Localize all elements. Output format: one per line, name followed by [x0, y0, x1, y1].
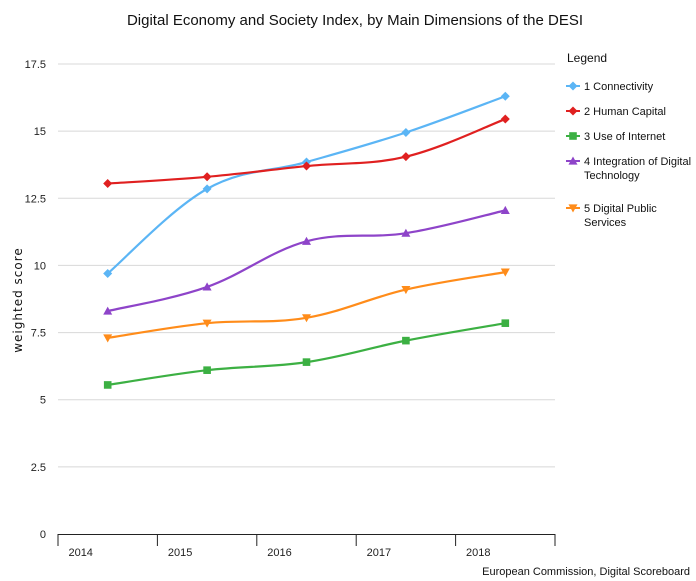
data-point[interactable]	[401, 152, 411, 162]
legend-item[interactable]: 3 Use of Internet	[566, 131, 665, 143]
legend-marker[interactable]	[568, 204, 578, 213]
series-5	[103, 268, 510, 343]
data-point[interactable]	[103, 268, 113, 278]
data-point[interactable]	[302, 236, 311, 245]
legend-marker[interactable]	[568, 106, 578, 116]
legend-item[interactable]: 2 Human Capital	[566, 106, 666, 118]
grid	[58, 63, 555, 468]
data-point[interactable]	[103, 306, 113, 315]
legend-item[interactable]: 1 Connectivity	[566, 81, 654, 93]
y-tick-label: 7.5	[31, 328, 46, 340]
data-point[interactable]	[500, 268, 510, 277]
y-axis-label: weighted score	[11, 247, 25, 353]
data-point[interactable]	[202, 172, 212, 182]
data-point[interactable]	[202, 184, 212, 194]
legend-label: 3 Use of Internet	[584, 131, 665, 143]
data-point[interactable]	[202, 319, 212, 328]
series-1	[103, 91, 510, 278]
series-group	[103, 91, 510, 389]
series-line[interactable]	[107, 118, 506, 185]
data-point[interactable]	[302, 314, 311, 323]
legend-items: 1 Connectivity 2 Human Capital 3 Use of In…	[566, 81, 691, 229]
x-tick-label: 2015	[168, 547, 192, 559]
x-tick-label: 2018	[466, 547, 490, 559]
x-tick-label: 2017	[367, 547, 391, 559]
series-4	[103, 205, 510, 315]
legend-item[interactable]: 4 Integration of Digital Technology	[566, 156, 691, 182]
y-tick-label: 12.5	[25, 193, 46, 205]
y-tick-label: 17.5	[25, 59, 46, 71]
data-point[interactable]	[401, 286, 411, 295]
y-axis: 0 2.5 5 7.5 10 12.5 15 17.5	[25, 59, 46, 541]
x-tick-label: 2016	[267, 547, 291, 559]
legend-item[interactable]: 5 Digital Public Services	[566, 203, 657, 229]
series-3	[103, 319, 510, 389]
legend-label: 5 Digital Public Services	[584, 203, 657, 229]
x-axis: 2014 2015 2016 2017 2018	[57, 534, 556, 559]
data-point[interactable]	[103, 381, 112, 389]
legend-title: Legend	[567, 51, 607, 65]
y-tick-label: 10	[34, 260, 46, 272]
data-point[interactable]	[401, 228, 411, 237]
series-line[interactable]	[107, 209, 506, 313]
data-point[interactable]	[103, 179, 113, 189]
legend-label: 2 Human Capital	[584, 106, 666, 118]
data-point[interactable]	[401, 127, 411, 137]
data-point[interactable]	[501, 319, 510, 327]
series-line[interactable]	[107, 271, 506, 340]
y-tick-label: 0	[40, 529, 46, 541]
data-point[interactable]	[302, 358, 311, 366]
data-point[interactable]	[500, 114, 510, 124]
legend-marker[interactable]	[568, 156, 578, 165]
data-point[interactable]	[402, 336, 410, 345]
data-point[interactable]	[103, 334, 113, 343]
data-point[interactable]	[500, 91, 510, 101]
data-point[interactable]	[202, 282, 212, 291]
legend-label: 1 Connectivity	[584, 81, 654, 93]
y-tick-label: 2.5	[31, 462, 46, 474]
data-point[interactable]	[302, 161, 311, 171]
chart-title: Digital Economy and Society Index, by Ma…	[127, 12, 583, 29]
legend-marker[interactable]	[568, 81, 578, 91]
y-tick-label: 15	[34, 126, 46, 138]
legend[interactable]: Legend 1 Connectivity 2 Human Capital 3 Us…	[566, 51, 691, 229]
y-tick-label: 5	[40, 395, 46, 407]
source-note: European Commission, Digital Scoreboard	[482, 566, 690, 578]
series-2	[103, 114, 510, 189]
series-line[interactable]	[106, 95, 506, 275]
x-tick-label: 2014	[68, 547, 92, 559]
data-point[interactable]	[203, 366, 211, 374]
data-point[interactable]	[500, 205, 510, 214]
legend-marker[interactable]	[569, 132, 577, 140]
legend-label: 4 Integration of Digital Technology	[584, 156, 691, 182]
